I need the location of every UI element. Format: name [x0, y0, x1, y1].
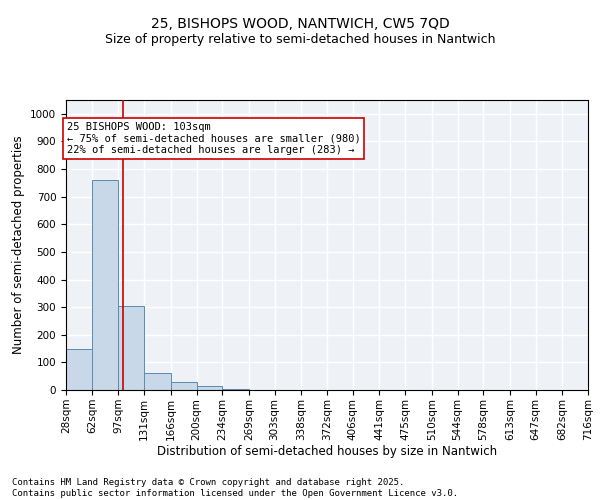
- Bar: [171, 382, 197, 390]
- Bar: [222, 388, 249, 390]
- Bar: [118, 306, 144, 390]
- Text: Contains HM Land Registry data © Crown copyright and database right 2025.
Contai: Contains HM Land Registry data © Crown c…: [12, 478, 458, 498]
- Bar: [144, 374, 171, 390]
- X-axis label: Distribution of semi-detached houses by size in Nantwich: Distribution of semi-detached houses by …: [157, 446, 497, 458]
- Bar: [92, 180, 118, 390]
- Y-axis label: Number of semi-detached properties: Number of semi-detached properties: [11, 136, 25, 354]
- Text: 25, BISHOPS WOOD, NANTWICH, CW5 7QD: 25, BISHOPS WOOD, NANTWICH, CW5 7QD: [151, 18, 449, 32]
- Bar: [197, 386, 222, 390]
- Bar: [66, 348, 92, 390]
- Text: Size of property relative to semi-detached houses in Nantwich: Size of property relative to semi-detach…: [105, 32, 495, 46]
- Text: 25 BISHOPS WOOD: 103sqm
← 75% of semi-detached houses are smaller (980)
22% of s: 25 BISHOPS WOOD: 103sqm ← 75% of semi-de…: [67, 122, 361, 156]
